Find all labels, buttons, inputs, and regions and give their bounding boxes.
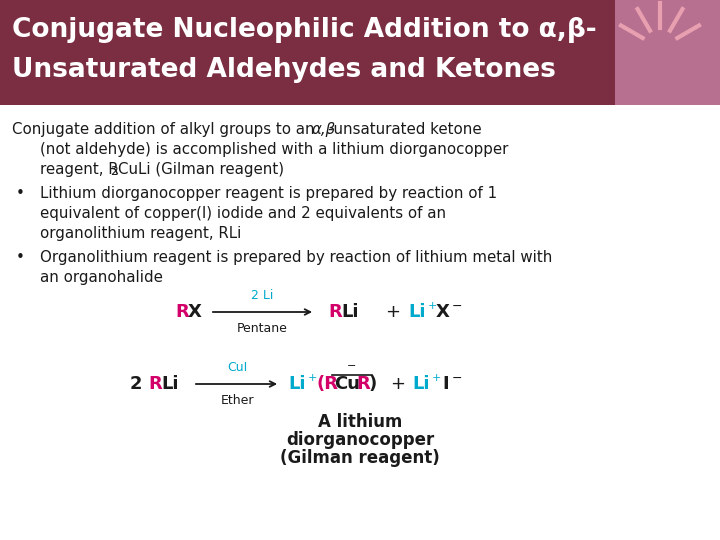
Text: X: X	[188, 303, 202, 321]
Text: −: −	[347, 361, 356, 371]
Text: (R: (R	[316, 375, 338, 393]
Text: (not aldehyde) is accomplished with a lithium diorganocopper: (not aldehyde) is accomplished with a li…	[40, 142, 508, 157]
Text: reagent, R: reagent, R	[40, 162, 119, 177]
Text: Lithium diorganocopper reagent is prepared by reaction of 1: Lithium diorganocopper reagent is prepar…	[40, 186, 497, 201]
Text: Pentane: Pentane	[237, 322, 287, 335]
Bar	[615, 0, 720, 105]
Text: R: R	[175, 303, 189, 321]
Text: CuLi (Gilman reagent): CuLi (Gilman reagent)	[118, 162, 284, 177]
Text: 2: 2	[110, 165, 118, 178]
Text: Li: Li	[412, 375, 430, 393]
Text: Conjugate addition of alkyl groups to an: Conjugate addition of alkyl groups to an	[12, 122, 320, 137]
Bar	[0, 0, 720, 105]
Text: +: +	[385, 303, 400, 321]
Text: Unsaturated Aldehydes and Ketones: Unsaturated Aldehydes and Ketones	[12, 57, 556, 83]
Text: −: −	[452, 372, 462, 384]
Text: 2: 2	[130, 375, 143, 393]
Text: diorganocopper: diorganocopper	[286, 431, 434, 449]
Text: Li: Li	[341, 303, 359, 321]
Text: Ether: Ether	[220, 394, 253, 407]
Text: R: R	[148, 375, 162, 393]
Text: organolithium reagent, RLi: organolithium reagent, RLi	[40, 226, 241, 241]
Text: R: R	[356, 375, 370, 393]
Text: Li: Li	[161, 375, 179, 393]
Text: (Gilman reagent): (Gilman reagent)	[280, 449, 440, 467]
Text: CuI: CuI	[227, 361, 247, 374]
Text: +: +	[390, 375, 405, 393]
Text: Organolithium reagent is prepared by reaction of lithium metal with: Organolithium reagent is prepared by rea…	[40, 250, 552, 265]
Text: Cu: Cu	[334, 375, 360, 393]
Text: A lithium: A lithium	[318, 413, 402, 431]
Text: +: +	[308, 373, 318, 383]
Text: Conjugate Nucleophilic Addition to α,β-: Conjugate Nucleophilic Addition to α,β-	[12, 17, 597, 43]
Text: •: •	[16, 250, 25, 265]
Text: an organohalide: an organohalide	[40, 270, 163, 285]
Text: Li: Li	[408, 303, 426, 321]
Text: Li: Li	[288, 375, 305, 393]
Text: •: •	[16, 186, 25, 201]
Text: −: −	[452, 300, 462, 313]
Text: +: +	[428, 301, 437, 311]
Text: 2 Li: 2 Li	[251, 289, 273, 302]
Text: R: R	[328, 303, 342, 321]
Text: X: X	[436, 303, 450, 321]
Text: equivalent of copper(I) iodide and 2 equivalents of an: equivalent of copper(I) iodide and 2 equ…	[40, 206, 446, 221]
Text: +: +	[432, 373, 441, 383]
Text: -unsaturated ketone: -unsaturated ketone	[328, 122, 482, 137]
Text: I: I	[442, 375, 449, 393]
Text: ): )	[368, 375, 377, 393]
Text: α,β: α,β	[312, 122, 336, 137]
